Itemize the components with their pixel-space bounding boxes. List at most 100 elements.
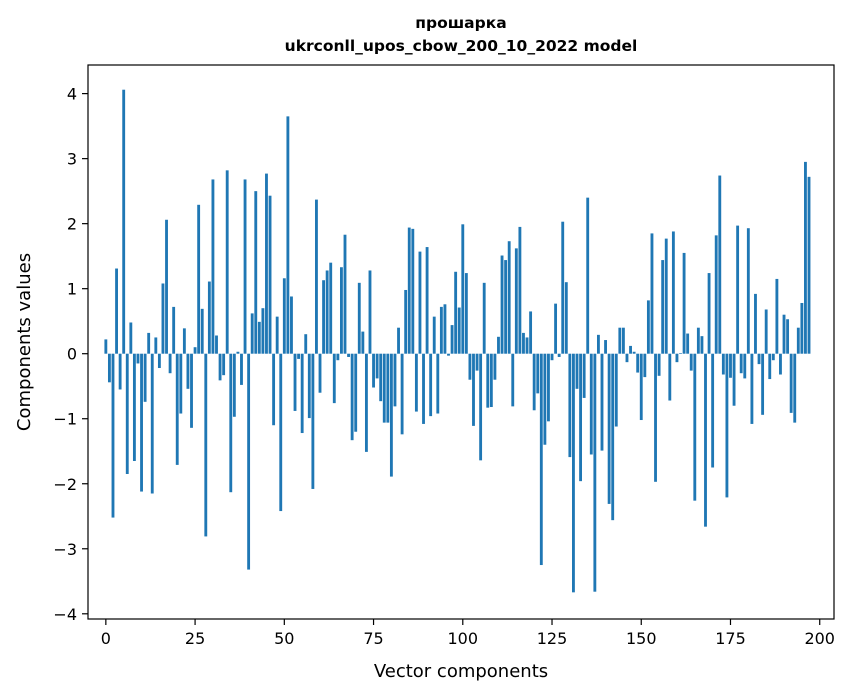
bar-component-25	[193, 347, 197, 354]
bar-component-194	[796, 327, 800, 354]
bar-component-47	[272, 353, 276, 426]
y-tick-label: −3	[53, 540, 77, 559]
bar-component-18	[168, 353, 172, 374]
bar-component-9	[136, 353, 140, 364]
bar-component-43	[257, 321, 261, 354]
bar-component-106	[482, 282, 486, 354]
plot-frame	[87, 64, 835, 620]
x-axis-label: Vector components	[374, 661, 548, 682]
bar-component-75	[372, 353, 375, 388]
bar-component-71	[357, 282, 361, 354]
bar-component-76	[375, 353, 379, 379]
bar-component-20	[175, 353, 179, 465]
y-tick-label: 1	[67, 280, 77, 299]
x-tick-label: 175	[715, 629, 746, 648]
bar-component-185	[764, 309, 768, 354]
bar-component-45	[265, 173, 268, 354]
y-tick-label: −2	[53, 475, 77, 494]
bar-component-150	[639, 353, 643, 421]
bar-component-89	[422, 353, 425, 424]
bar-component-176	[732, 353, 736, 406]
bar-component-41	[250, 313, 254, 354]
bar-component-33	[222, 353, 226, 376]
bar-component-167	[700, 336, 704, 354]
bar-component-159	[671, 231, 675, 354]
bar-component-174	[725, 353, 729, 498]
y-tick-label: 4	[67, 85, 77, 104]
bar-component-30	[211, 179, 215, 354]
x-tick-label: 75	[363, 629, 383, 648]
bar-component-86	[411, 228, 415, 354]
bar-component-190	[782, 314, 786, 354]
bar-component-0	[104, 339, 108, 354]
bar-component-191	[786, 319, 790, 354]
bar-component-125	[550, 353, 554, 361]
bar-component-168	[704, 353, 707, 527]
bar-component-156	[661, 260, 665, 354]
chart-title-line-2: ukrconll_upos_cbow_200_10_2022 model	[285, 37, 638, 55]
bar-component-99	[457, 307, 461, 354]
bar-component-93	[436, 353, 440, 414]
bar-component-162	[682, 252, 686, 354]
chart-title-line-1: прошарка	[415, 14, 506, 32]
bar-component-116	[518, 226, 522, 354]
bar-component-127	[557, 353, 561, 357]
bar-component-39	[243, 179, 247, 354]
bar-component-49	[279, 353, 283, 512]
x-tick-label: 200	[804, 629, 835, 648]
bar-component-8	[132, 353, 136, 461]
bar-component-102	[468, 353, 472, 380]
bar-component-7	[129, 322, 133, 354]
bar-component-58	[311, 353, 315, 489]
bar-component-182	[754, 293, 757, 354]
bar-component-55	[300, 353, 304, 434]
x-tick-label: 150	[626, 629, 657, 648]
bar-component-72	[361, 331, 365, 354]
bar-component-98	[454, 271, 458, 354]
bar-component-51	[286, 116, 290, 354]
bar-component-37	[236, 351, 240, 354]
bar-component-32	[218, 353, 222, 381]
bar-component-164	[689, 353, 693, 371]
bar-component-10	[140, 353, 143, 492]
bar-component-137	[593, 353, 597, 592]
bar-component-177	[736, 225, 740, 354]
bar-component-126	[554, 303, 558, 354]
bar-component-5	[122, 89, 126, 354]
bar-component-2	[111, 353, 115, 518]
bar-component-87	[414, 353, 418, 412]
bar-component-130	[568, 353, 572, 458]
bar-component-152	[646, 300, 650, 354]
bar-component-19	[172, 306, 176, 354]
bar-component-181	[750, 353, 754, 424]
bar-component-28	[204, 353, 208, 537]
bar-component-61	[322, 280, 326, 354]
bar-component-139	[600, 353, 604, 451]
bar-component-129	[564, 282, 568, 354]
bar-component-63	[329, 262, 333, 354]
bar-component-148	[632, 351, 636, 354]
bar-component-27	[200, 308, 204, 354]
bar-component-111	[500, 255, 504, 354]
bar-component-184	[761, 353, 765, 415]
y-tick-label: −1	[53, 410, 77, 429]
bar-component-123	[543, 353, 547, 445]
bar-component-147	[629, 345, 632, 354]
bar-component-21	[179, 353, 183, 414]
bar-component-158	[668, 353, 672, 401]
y-tick-label: 3	[67, 150, 77, 169]
bar-component-103	[472, 353, 475, 426]
bar-component-178	[739, 353, 743, 374]
bar-component-1	[107, 353, 111, 383]
bar-component-135	[586, 197, 590, 354]
bar-component-118	[525, 337, 529, 354]
bar-component-74	[368, 270, 372, 354]
bar-component-64	[332, 353, 336, 404]
y-axis-ticks: −4 −3 −2 −1 0 1 2 3 4	[53, 85, 88, 624]
bar-component-104	[475, 353, 479, 371]
bar-component-26	[197, 204, 201, 354]
bar-component-62	[325, 270, 329, 354]
bar-component-180	[746, 228, 750, 354]
bar-component-124	[547, 353, 550, 422]
bar-component-128	[561, 221, 565, 354]
